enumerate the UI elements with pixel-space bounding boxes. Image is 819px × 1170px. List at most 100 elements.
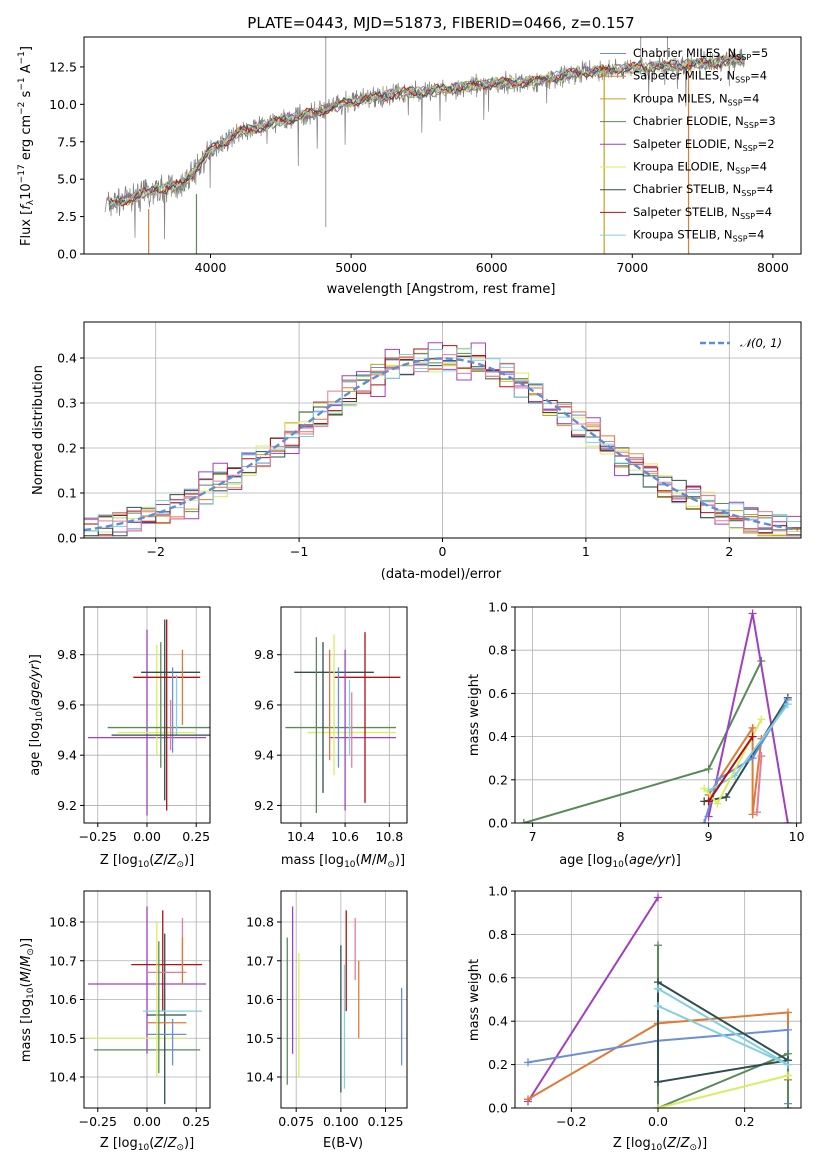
age-massweight-plot: 7 8 9 10 0.0 0.2 0.4 0.6 0.8 1.0 age [log10(age/yr… bbox=[467, 600, 805, 871]
y-tick-label: 0.8 bbox=[488, 643, 508, 658]
massweight-marker bbox=[748, 609, 757, 618]
y-tick-label: 0.8 bbox=[488, 927, 508, 942]
x-tick-label: 0.075 bbox=[278, 1114, 314, 1129]
x-tick-label: −0.2 bbox=[556, 1114, 586, 1129]
x-tick-label: 8 bbox=[617, 829, 625, 844]
x-tick-label: 7000 bbox=[616, 260, 648, 275]
residual-ylabel: Normed distribution bbox=[31, 365, 46, 495]
x-tick-label: 8000 bbox=[757, 260, 789, 275]
y-tick-label: 10.6 bbox=[49, 992, 77, 1007]
legend-label: Salpeter MILES, NSSP=4 bbox=[633, 69, 767, 85]
y-tick-label: 0.2 bbox=[488, 772, 508, 787]
massweight-marker bbox=[524, 1095, 532, 1104]
legend-label: Kroupa STELIB, NSSP=4 bbox=[633, 228, 764, 244]
massweight-marker bbox=[524, 1058, 532, 1067]
y-tick-label: 10.5 bbox=[49, 1031, 77, 1046]
massweight-line bbox=[527, 896, 659, 1103]
y-tick-label: 0.0 bbox=[488, 816, 508, 831]
y-tick-label: 0.2 bbox=[488, 1057, 508, 1072]
x-tick-label: 1 bbox=[582, 544, 590, 559]
y-tick-label: 0.1 bbox=[57, 486, 77, 501]
legend-label: Salpeter STELIB, NSSP=4 bbox=[633, 205, 772, 221]
legend-label: Chabrier MILES, NSSP=5 bbox=[633, 46, 768, 62]
plot-area bbox=[286, 906, 403, 1093]
massweight-marker bbox=[654, 1077, 662, 1086]
massweight-marker bbox=[748, 732, 757, 741]
massweight-line bbox=[756, 755, 763, 813]
axes-frame bbox=[514, 890, 802, 1109]
x-tick-label: 5000 bbox=[335, 260, 367, 275]
y-axis-label: mass weight bbox=[467, 674, 482, 756]
y-tick-label: 10.6 bbox=[246, 992, 274, 1007]
model-spectrum-line bbox=[108, 53, 744, 206]
y-tick-label: 10.4 bbox=[49, 1070, 77, 1085]
x-tick-label: 0.0 bbox=[648, 1114, 668, 1129]
massweight-marker bbox=[784, 1025, 792, 1034]
massweight-marker bbox=[748, 754, 757, 763]
axes-frame bbox=[514, 606, 802, 824]
x-axis-label: mass [log10(M/M⊙)] bbox=[281, 853, 405, 870]
y-tick-label: 5.0 bbox=[57, 172, 77, 187]
plot-area bbox=[104, 37, 745, 254]
x-tick-label: 10.4 bbox=[287, 829, 315, 844]
massweight-marker bbox=[753, 808, 761, 817]
plot-area bbox=[87, 906, 207, 1105]
massweight-marker bbox=[783, 700, 792, 709]
massweight-marker bbox=[654, 984, 662, 993]
residual-histogram: −2 −1 0 1 2 0.0 0.1 0.2 0.3 0.4 (data-model)/error… bbox=[31, 321, 802, 582]
y-tick-label: 10.8 bbox=[49, 915, 77, 930]
x-tick-label: 6000 bbox=[476, 260, 508, 275]
massweight-marker bbox=[713, 799, 722, 808]
y-tick-label: 0.0 bbox=[57, 247, 77, 262]
massweight-marker bbox=[784, 1104, 792, 1108]
legend-normal-label: 𝒩(0, 1) bbox=[740, 336, 782, 350]
x-tick-label: 0.00 bbox=[133, 1114, 161, 1129]
plot-area bbox=[84, 342, 801, 537]
y-tick-label: 10.5 bbox=[246, 1031, 274, 1046]
axes-frame bbox=[83, 890, 211, 1109]
massweight-marker bbox=[654, 893, 662, 902]
massweight-marker bbox=[783, 819, 792, 823]
x-tick-label: 0.25 bbox=[182, 829, 210, 844]
x-tick-label: 0.2 bbox=[735, 1114, 755, 1129]
y-tick-label: 1.0 bbox=[488, 884, 508, 899]
y-tick-label: 7.5 bbox=[57, 134, 77, 149]
y-tick-label: 9.8 bbox=[57, 647, 77, 662]
x-axis-label: age [log10(age/yr)] bbox=[559, 853, 681, 870]
x-tick-label: −2 bbox=[146, 544, 164, 559]
y-tick-label: 9.4 bbox=[254, 748, 274, 763]
y-axis-label: mass [log10(M/M⊙)] bbox=[19, 938, 36, 1062]
y-axis-label: mass weight bbox=[467, 959, 482, 1041]
axes-frame bbox=[83, 36, 802, 255]
y-tick-label: 12.5 bbox=[49, 59, 77, 74]
model-spectrum-line bbox=[108, 56, 744, 208]
massweight-marker bbox=[704, 765, 713, 773]
y-tick-label: 0.6 bbox=[488, 686, 508, 701]
y-tick-label: 0.4 bbox=[488, 1014, 508, 1029]
massweight-marker bbox=[700, 784, 709, 793]
y-tick-label: 9.2 bbox=[57, 798, 77, 813]
x-axis-label: Z [log10(Z/Z⊙)] bbox=[100, 853, 194, 870]
massweight-marker bbox=[757, 752, 766, 761]
Z-massweight-plot: −0.2 0.0 0.2 0.0 0.2 0.4 0.6 0.8 1.0 Z [log10(Z/Z… bbox=[467, 884, 802, 1153]
ebv-mass-errorbar-plot: 0.075 0.100 0.125 10.4 10.5 10.6 10.7 10.8 E(B-V… bbox=[246, 890, 408, 1151]
axes-frame bbox=[83, 606, 211, 824]
legend-label: Kroupa ELODIE, NSSP=4 bbox=[633, 160, 767, 176]
plot-area bbox=[524, 893, 792, 1108]
y-tick-label: 0.3 bbox=[57, 396, 77, 411]
axes-frame bbox=[280, 606, 408, 824]
massweight-line bbox=[707, 736, 754, 802]
normal-curve bbox=[84, 357, 799, 532]
x-tick-label: 9 bbox=[705, 829, 713, 844]
massweight-marker bbox=[784, 1060, 792, 1069]
x-tick-label: 10.8 bbox=[375, 829, 403, 844]
y-tick-label: 10.0 bbox=[49, 97, 77, 112]
spectrum-xlabel: wavelength [Angstrom, rest frame] bbox=[327, 282, 556, 297]
x-tick-label: −0.25 bbox=[79, 829, 117, 844]
mass-age-errorbar-plot: 10.4 10.6 10.8 9.2 9.4 9.6 9.8 mass [log10(M/M⊙… bbox=[254, 606, 408, 870]
x-tick-label: 10.6 bbox=[331, 829, 359, 844]
x-tick-label: 0.00 bbox=[133, 829, 161, 844]
x-tick-label: −0.25 bbox=[79, 1114, 117, 1129]
y-tick-label: 0.2 bbox=[57, 441, 77, 456]
